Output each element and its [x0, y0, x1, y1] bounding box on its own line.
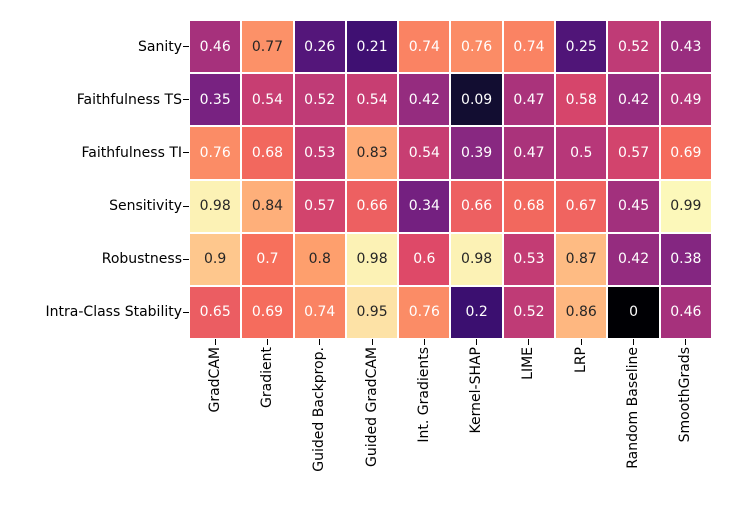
y-tick-mark [183, 205, 189, 207]
y-tick-mark [183, 152, 189, 154]
heatmap-cell: 0.5 [556, 127, 607, 179]
heatmap-cell: 0.38 [660, 233, 711, 285]
x-tick-label: Kernel-SHAP [468, 347, 485, 434]
x-tick-mark [580, 339, 582, 345]
heatmap-cell: 0.52 [294, 74, 345, 126]
heatmap-cell: 0.74 [399, 21, 450, 73]
x-tick-label: Guided Backprop. [311, 347, 328, 472]
heatmap-cell: 0.98 [346, 233, 398, 285]
heatmap-cell: 0 [608, 286, 659, 338]
heatmap-cell: 0.76 [190, 127, 241, 179]
heatmap-cell: 0.77 [242, 21, 293, 73]
y-tick-label: Sensitivity [109, 198, 182, 215]
heatmap-cell: 0.7 [242, 233, 293, 285]
heatmap-cell: 0.21 [346, 21, 398, 73]
heatmap-cell: 0.69 [660, 127, 711, 179]
heatmap-cell: 0.54 [346, 74, 398, 126]
heatmap-cell: 0.35 [190, 74, 241, 126]
heatmap-cell: 0.47 [503, 74, 555, 126]
heatmap-cell: 0.54 [399, 127, 450, 179]
x-tick-label: LRP [572, 347, 589, 373]
x-tick-mark [319, 339, 321, 345]
y-tick-mark [183, 258, 189, 260]
y-tick-label: Robustness [101, 251, 182, 268]
heatmap-cell: 0.95 [346, 286, 398, 338]
heatmap-cell: 0.69 [242, 286, 293, 338]
heatmap-cell: 0.99 [660, 180, 711, 232]
heatmap-cell: 0.43 [660, 21, 711, 73]
heatmap-cell: 0.42 [399, 74, 450, 126]
x-tick-mark [214, 339, 216, 345]
heatmap-cell: 0.53 [503, 233, 555, 285]
x-tick-label: Gradient [258, 347, 275, 408]
heatmap-cell: 0.74 [294, 286, 345, 338]
heatmap-cell: 0.26 [294, 21, 345, 73]
x-tick-mark [476, 339, 478, 345]
heatmap-cell: 0.66 [346, 180, 398, 232]
y-tick-label: Faithfulness TI [81, 144, 183, 161]
heatmap-cell: 0.54 [242, 74, 293, 126]
x-tick-label: SmoothGrads [677, 347, 694, 443]
heatmap-cell: 0.39 [451, 127, 502, 179]
heatmap-cell: 0.6 [399, 233, 450, 285]
x-tick-label: LIME [520, 347, 537, 380]
heatmap-cell: 0.98 [190, 180, 241, 232]
heatmap-cell: 0.86 [556, 286, 607, 338]
x-tick-mark [528, 339, 530, 345]
x-tick-label: Int. Gradients [415, 347, 432, 443]
heatmap-cell: 0.42 [608, 233, 659, 285]
heatmap-cell: 0.65 [190, 286, 241, 338]
x-tick-mark [633, 339, 635, 345]
heatmap-cell: 0.53 [294, 127, 345, 179]
y-tick-label: Faithfulness TS [76, 91, 182, 108]
heatmap-cell: 0.74 [503, 21, 555, 73]
x-tick-label: Guided GradCAM [363, 347, 380, 467]
x-tick-mark [423, 339, 425, 345]
heatmap-cell: 0.83 [346, 127, 398, 179]
y-tick-label: Sanity [137, 38, 182, 55]
x-tick-label: Random Baseline [625, 347, 642, 469]
heatmap-cell: 0.46 [190, 21, 241, 73]
heatmap-cell: 0.76 [399, 286, 450, 338]
heatmap-cell: 0.47 [503, 127, 555, 179]
heatmap-cell: 0.52 [503, 286, 555, 338]
heatmap-cell: 0.34 [399, 180, 450, 232]
heatmap-cell: 0.45 [608, 180, 659, 232]
x-tick-mark [685, 339, 687, 345]
y-tick-mark [183, 99, 189, 101]
heatmap-cell: 0.46 [660, 286, 711, 338]
heatmap-cell: 0.42 [608, 74, 659, 126]
heatmap-cell: 0.8 [294, 233, 345, 285]
y-tick-mark [183, 46, 189, 48]
x-tick-mark [371, 339, 373, 345]
y-tick-mark [183, 311, 189, 313]
heatmap-cell: 0.58 [556, 74, 607, 126]
heatmap-cell: 0.66 [451, 180, 502, 232]
heatmap-cell: 0.87 [556, 233, 607, 285]
heatmap-cell: 0.68 [503, 180, 555, 232]
heatmap-cell: 0.57 [294, 180, 345, 232]
heatmap-cell: 0.49 [660, 74, 711, 126]
heatmap-grid: 0.46 0.77 0.26 0.21 0.74 0.76 0.74 0.25 0.52 0.43… [190, 21, 711, 338]
heatmap-cell: 0.57 [608, 127, 659, 179]
heatmap-cell: 0.76 [451, 21, 502, 73]
y-tick-label: Intra-Class Stability [45, 304, 182, 321]
x-tick-label: GradCAM [206, 347, 223, 413]
heatmap-cell: 0.9 [190, 233, 241, 285]
heatmap-cell: 0.52 [608, 21, 659, 73]
heatmap-cell: 0.68 [242, 127, 293, 179]
heatmap-cell: 0.67 [556, 180, 607, 232]
heatmap-cell: 0.98 [451, 233, 502, 285]
heatmap-cell: 0.84 [242, 180, 293, 232]
x-tick-mark [266, 339, 268, 345]
heatmap-cell: 0.09 [451, 74, 502, 126]
heatmap-cell: 0.2 [451, 286, 502, 338]
heatmap-cell: 0.25 [556, 21, 607, 73]
